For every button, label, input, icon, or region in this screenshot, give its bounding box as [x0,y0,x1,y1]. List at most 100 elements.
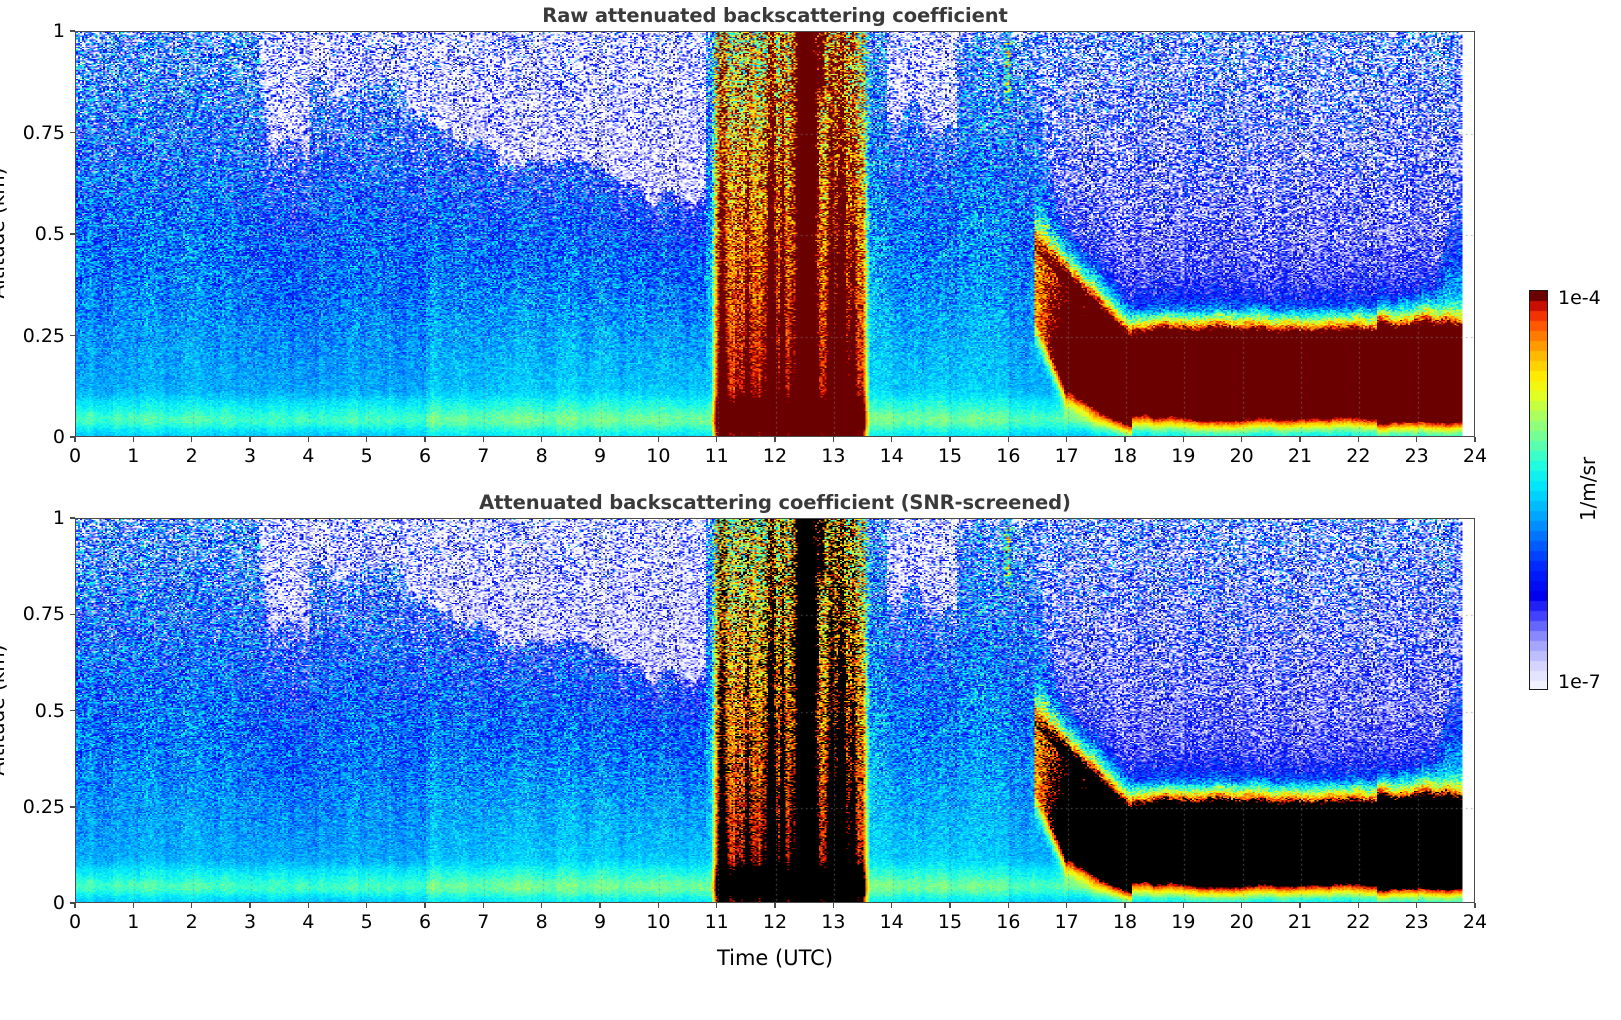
x-tick-mark [1240,437,1243,442]
x-tick-mark [774,903,776,908]
x-tick-mark [949,437,951,442]
x-tick-label: 14 [879,445,904,467]
x-tick-label: 1 [127,445,140,467]
plot-area-raw [75,31,1475,437]
x-tick-mark [424,903,426,908]
x-tick-mark [599,437,601,442]
x-tick-label: 7 [477,911,490,933]
x-tick-label: 21 [1287,445,1313,467]
x-tick-label: 2 [185,445,198,467]
x-tick-mark [190,903,193,908]
y-tick-label: 1 [52,20,65,42]
x-tick-label: 10 [646,445,671,467]
x-tick-mark [1474,437,1476,442]
x-tick-mark [832,903,835,908]
y-tick-mark [70,517,75,519]
y-tick-label: 0.75 [22,121,65,144]
x-tick-mark [1357,903,1360,908]
y-tick-label: 0.25 [22,795,65,818]
x-tick-label: 23 [1404,445,1429,467]
x-tick-mark [1182,903,1185,908]
x-tick-label: 8 [535,445,548,467]
x-tick-mark [832,437,835,442]
x-tick-label: 12 [762,445,788,467]
x-tick-label: 14 [879,911,904,933]
x-tick-label: 15 [937,445,963,467]
x-tick-mark [307,903,310,908]
x-tick-label: 11 [704,445,729,467]
x-tick-mark [599,903,601,908]
x-tick-label: 17 [1054,445,1079,467]
x-tick-mark [1299,437,1301,442]
x-tick-mark [1415,903,1418,908]
x-tick-mark [249,903,251,908]
y-tick-label: 1 [52,507,65,529]
x-tick-mark [949,903,951,908]
x-tick-mark [1474,903,1476,908]
y-tick-mark [70,30,75,32]
x-tick-mark [1007,903,1010,908]
x-tick-label: 19 [1171,445,1196,467]
x-tick-mark [1065,903,1068,908]
x-tick-label: 22 [1346,911,1371,933]
x-axis-label-time: Time (UTC) [716,946,834,970]
x-tick-mark [1182,437,1185,442]
y-axis-label-screened: Altitude (km) [0,643,9,776]
colorbar-unit-label: 1/m/sr [1576,456,1600,522]
y-tick-mark [70,709,75,712]
panel-title-screened: Attenuated backscattering coefficient (S… [479,491,1071,514]
y-tick-mark [70,233,75,235]
panel-title-raw: Raw attenuated backscattering coefficien… [542,4,1008,27]
y-tick-label: 0.75 [22,603,65,626]
x-tick-label: 13 [821,911,846,933]
x-tick-mark [774,437,776,442]
x-tick-label: 2 [185,911,198,933]
colorbar-min-label: 1e-7 [1558,671,1601,693]
x-tick-mark [132,903,135,908]
x-tick-label: 6 [418,911,432,933]
x-tick-mark [890,903,893,908]
x-tick-label: 17 [1054,911,1079,933]
x-tick-label: 23 [1404,911,1429,933]
x-tick-mark [657,903,660,908]
x-tick-mark [890,437,893,442]
colorbar-canvas [1530,291,1547,689]
x-tick-mark [540,903,543,908]
x-tick-mark [1007,437,1010,442]
x-tick-mark [1065,437,1068,442]
x-tick-mark [715,903,718,908]
x-tick-mark [190,437,193,442]
x-tick-label: 4 [302,445,315,467]
x-tick-label: 13 [821,445,846,467]
y-tick-mark [70,436,75,438]
x-tick-mark [132,437,135,442]
x-tick-label: 22 [1346,445,1371,467]
x-tick-label: 21 [1287,911,1313,933]
colorbar-gradient [1529,290,1548,690]
x-tick-label: 0 [68,445,82,467]
x-tick-label: 18 [1112,445,1138,467]
x-tick-mark [657,437,660,442]
x-tick-label: 8 [535,911,548,933]
x-tick-label: 10 [646,911,671,933]
x-tick-mark [424,437,426,442]
y-tick-label: 0.25 [22,324,65,347]
x-tick-mark [540,437,543,442]
x-tick-mark [1124,903,1126,908]
x-tick-label: 16 [996,911,1021,933]
x-tick-mark [482,903,485,908]
x-tick-label: 0 [68,911,82,933]
x-tick-mark [365,437,368,442]
y-tick-mark [70,806,75,808]
gridlines-overlay [76,519,1474,902]
x-tick-label: 6 [418,445,432,467]
plot-area-screened [75,518,1475,903]
colorbar-max-label: 1e-4 [1558,287,1601,309]
y-tick-mark [70,334,75,337]
x-tick-label: 3 [243,445,257,467]
y-tick-label: 0.5 [34,223,65,245]
x-tick-mark [1415,437,1418,442]
x-tick-mark [74,903,76,908]
x-tick-label: 5 [360,445,373,467]
x-tick-label: 5 [360,911,373,933]
